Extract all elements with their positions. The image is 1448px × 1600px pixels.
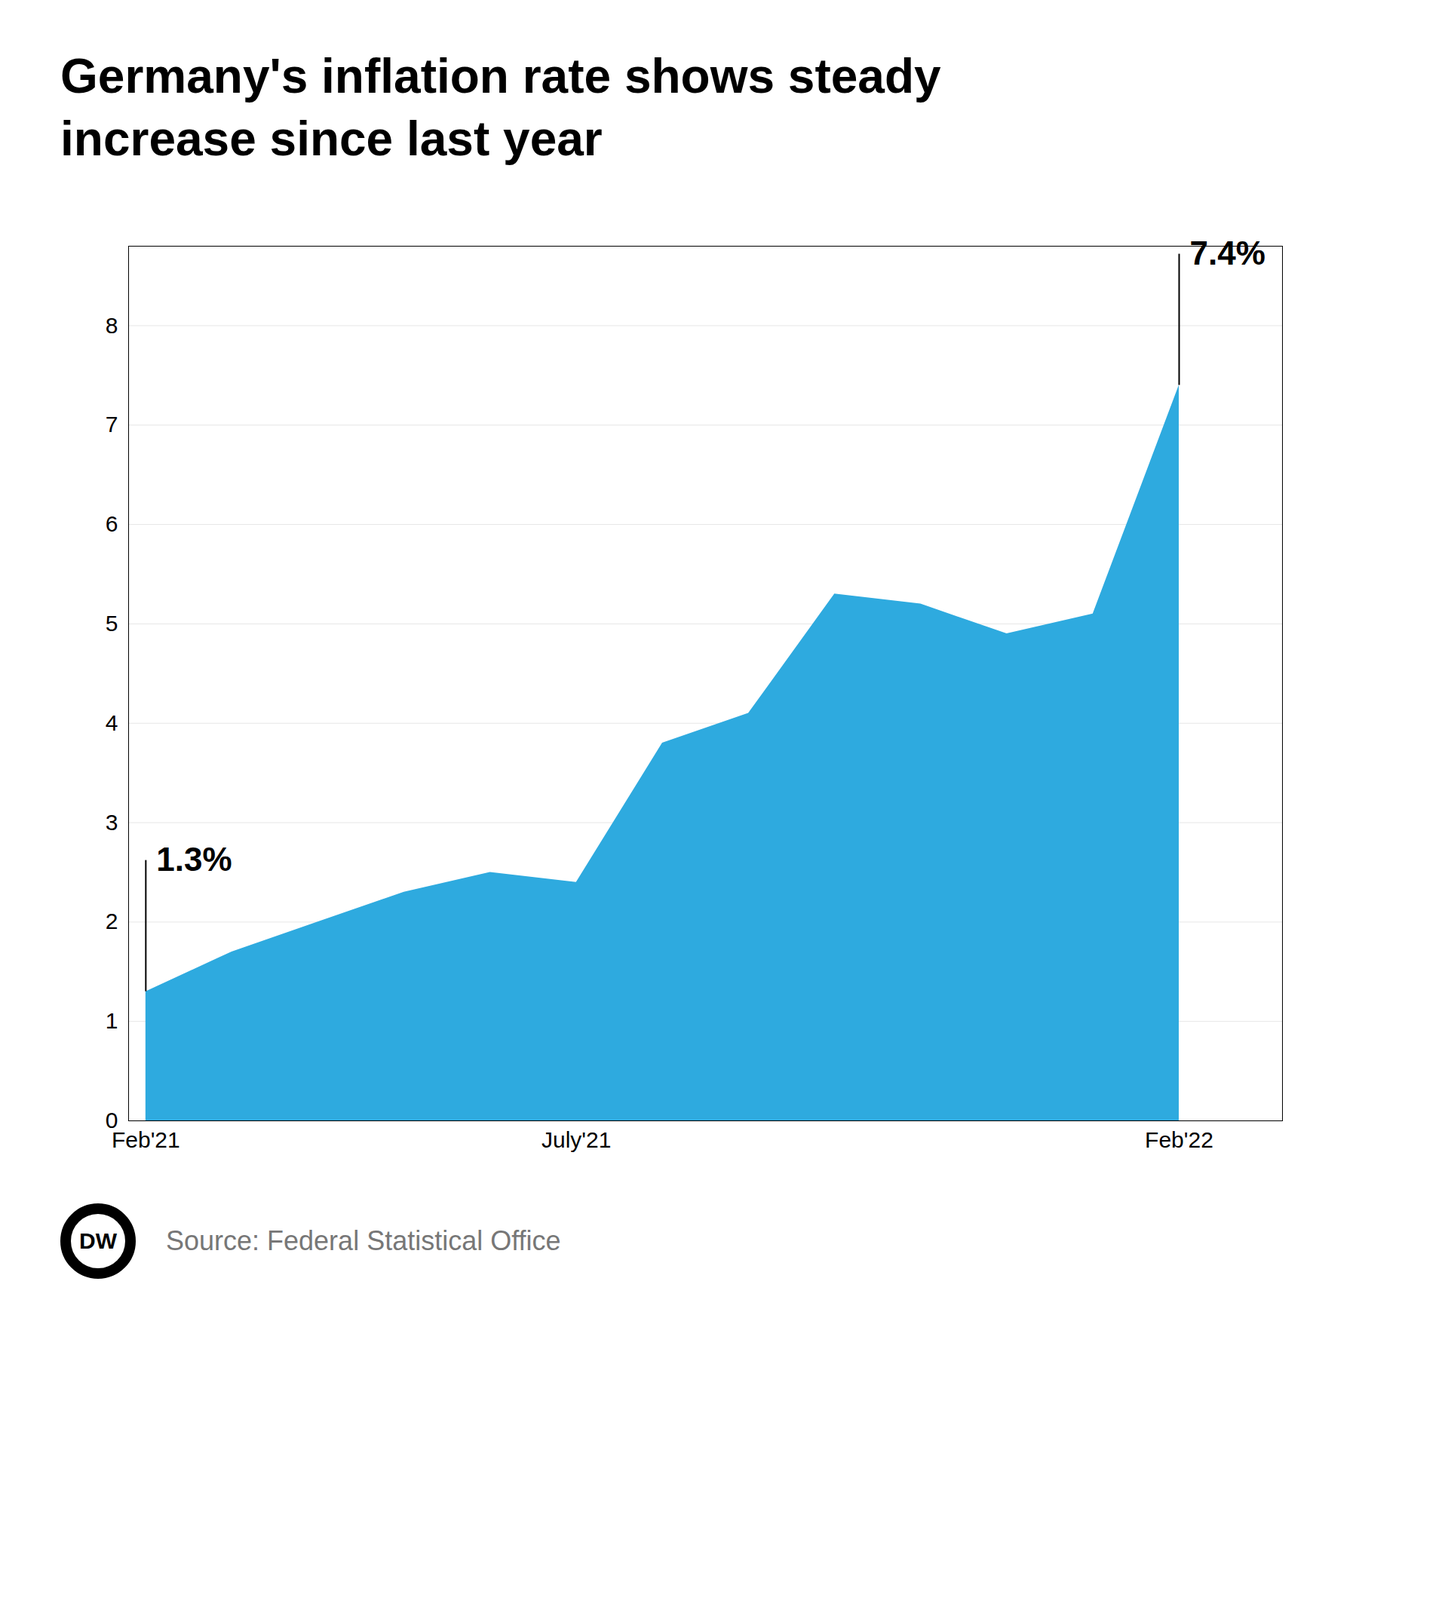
svg-text:2: 2 bbox=[105, 909, 119, 935]
html-text:DW: DW bbox=[79, 1228, 117, 1254]
html-text:Germany's inflation rate shows: Germany's inflation rate shows steady in… bbox=[60, 49, 941, 167]
svg-text:July'21: July'21 bbox=[541, 1127, 611, 1153]
svg-text:1.3%: 1.3% bbox=[156, 841, 232, 879]
svg-text:6: 6 bbox=[105, 512, 119, 537]
svg-text:3: 3 bbox=[105, 809, 119, 835]
svg-text:8: 8 bbox=[105, 312, 119, 338]
svg-text:1: 1 bbox=[105, 1009, 119, 1034]
svg-text:Feb'22: Feb'22 bbox=[1144, 1127, 1214, 1153]
svg-text:0: 0 bbox=[105, 1108, 119, 1134]
svg-text:7.4%: 7.4% bbox=[1189, 235, 1265, 273]
svg-text:4: 4 bbox=[105, 710, 119, 736]
svg-text:5: 5 bbox=[105, 610, 119, 636]
svg-text:Feb'21: Feb'21 bbox=[111, 1127, 181, 1153]
html-text:Source: Federal Statistical Of: Source: Federal Statistical Office bbox=[165, 1225, 561, 1257]
svg-text:7: 7 bbox=[105, 412, 119, 438]
